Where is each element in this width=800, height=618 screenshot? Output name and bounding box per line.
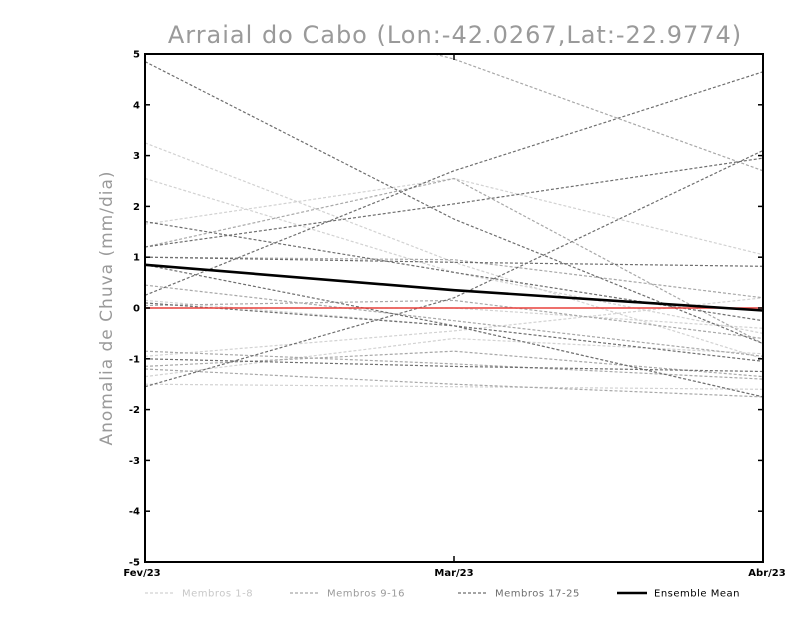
- legend-label-2: Membros 9-16: [327, 589, 405, 600]
- x-tick-label: Fev/23: [123, 568, 160, 579]
- y-tick-label: -1: [129, 354, 140, 365]
- y-tick-label: 2: [133, 202, 140, 213]
- y-tick-label: 1: [133, 253, 140, 264]
- y-axis-label: Anomalia de Chuva (mm/dia): [97, 170, 117, 445]
- legend-label-1: Membros 1-8: [182, 589, 253, 600]
- member-line-g3-6: [145, 264, 763, 362]
- member-line-g2-7: [145, 368, 763, 398]
- member-line-g3-8: [145, 302, 763, 398]
- axis-ticks: -5 -4 -3 -2 -1 0 1 2 3 4 5 Fev/23 Mar/23 Abr/23: [123, 50, 785, 580]
- member-line-g3-9: [145, 256, 763, 267]
- member-line-g1-3: [145, 177, 763, 256]
- member-line-g2-1: [145, 177, 763, 345]
- x-tick-label: Abr/23: [748, 568, 785, 579]
- y-tick-label: 0: [133, 304, 140, 315]
- member-line-g1-1: [145, 142, 763, 360]
- member-line-g1-2: [145, 177, 763, 334]
- member-line-g1-6: [145, 383, 763, 390]
- member-line-g2-3: [145, 299, 763, 340]
- member-line-g3-1: [145, 61, 763, 345]
- member-line-g3-4: [145, 71, 763, 296]
- member-line-g1-7: [145, 307, 763, 329]
- y-tick-label: 5: [133, 50, 140, 61]
- member-line-g2-6: [145, 350, 763, 380]
- x-tick-label: Mar/23: [434, 568, 473, 579]
- chart-title: Arraial do Cabo (Lon:-42.0267,Lat:-22.97…: [168, 21, 742, 49]
- member-line-g3-7: [145, 358, 763, 373]
- legend: Membros 1-8 Membros 9-16 Membros 17-25 Ense…: [145, 589, 740, 600]
- ensemble-mean-line: [145, 263, 763, 312]
- y-tick-label: -3: [129, 456, 140, 467]
- member-line-g3-3: [145, 157, 763, 248]
- plot-lines: [145, 54, 763, 398]
- member-line-g1-5: [145, 337, 763, 378]
- legend-label-4: Ensemble Mean: [654, 589, 740, 600]
- member-line-g2-4: [145, 350, 763, 378]
- member-line-g1-8: [145, 297, 763, 357]
- y-tick-label: 4: [133, 100, 140, 111]
- y-tick-label: -5: [129, 558, 140, 569]
- member-line-g3-5: [145, 149, 763, 388]
- member-line-g2-5: [145, 284, 763, 357]
- legend-label-3: Membros 17-25: [495, 589, 580, 600]
- y-tick-label: 3: [133, 151, 140, 162]
- y-tick-label: -2: [129, 405, 140, 416]
- y-tick-label: -4: [129, 507, 140, 518]
- member-line-g2-2: [145, 256, 763, 299]
